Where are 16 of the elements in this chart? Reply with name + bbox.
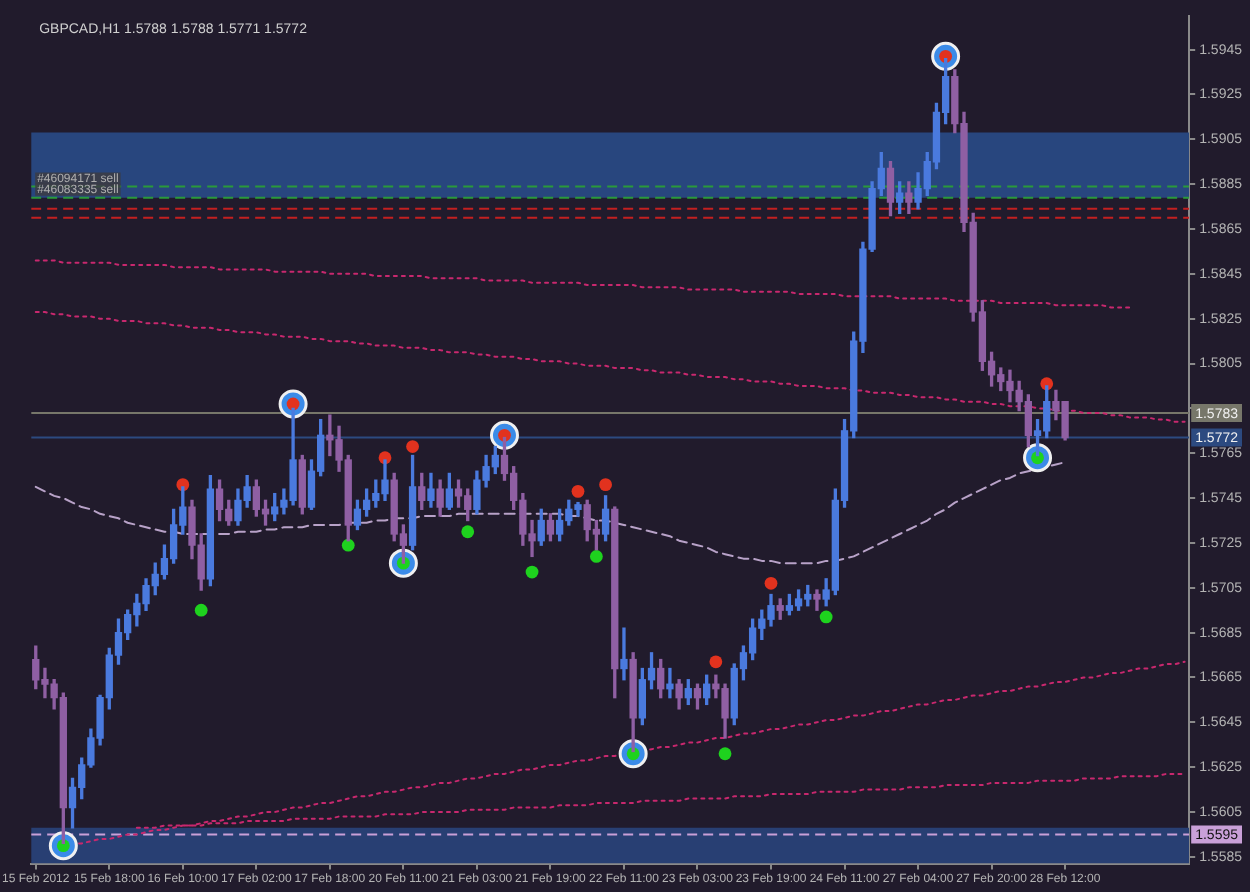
line-series — [34, 259, 1131, 309]
point — [525, 565, 539, 579]
point — [461, 525, 475, 539]
point — [764, 576, 778, 590]
point — [709, 655, 723, 669]
point — [589, 550, 603, 563]
candlestick — [620, 627, 628, 681]
point — [571, 484, 585, 498]
point — [406, 440, 419, 453]
candlestick — [813, 589, 821, 611]
point — [194, 603, 208, 617]
point — [718, 747, 732, 761]
point — [819, 610, 833, 624]
point — [599, 478, 612, 492]
candlestick — [666, 667, 674, 699]
point — [341, 538, 355, 552]
